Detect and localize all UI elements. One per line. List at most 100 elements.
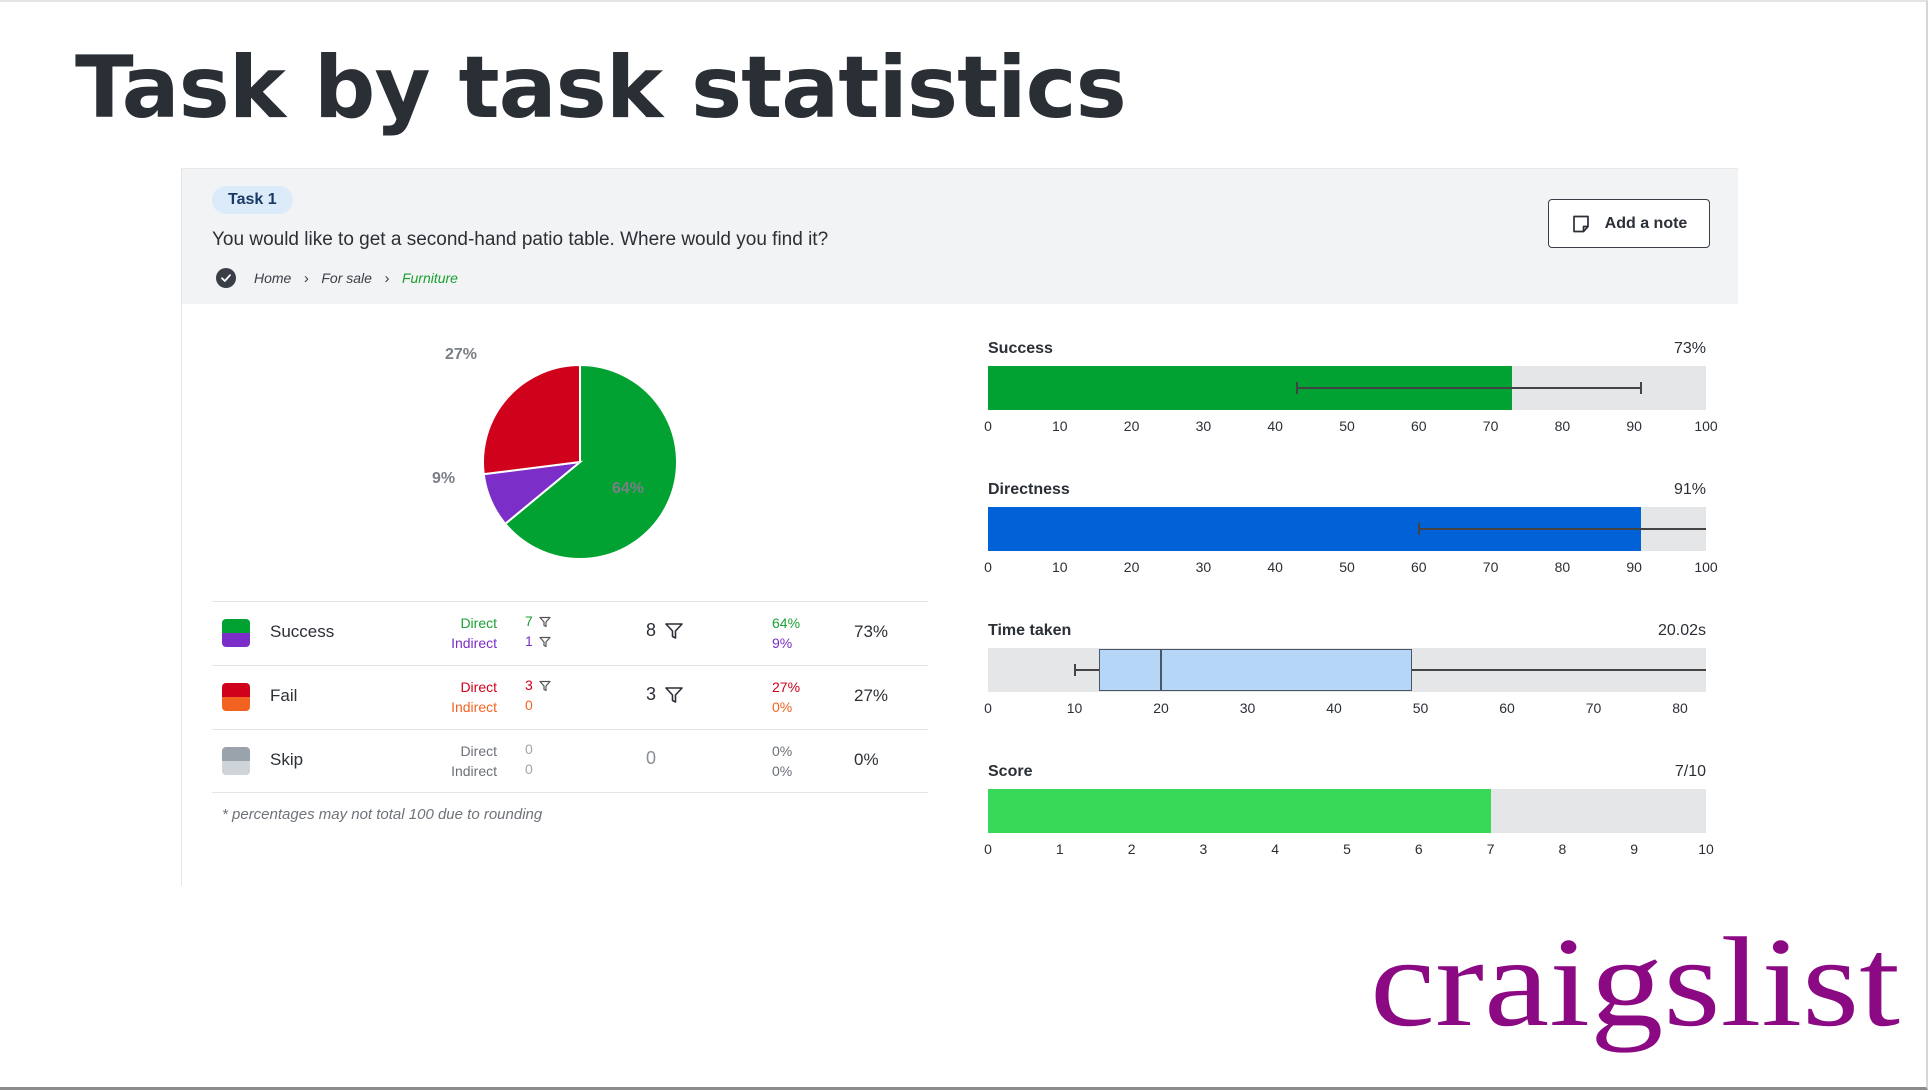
direct-label: Direct bbox=[460, 743, 497, 759]
breadcrumb-item-home: Home bbox=[254, 270, 292, 286]
direct-indirect-labels: Direct Indirect bbox=[397, 613, 497, 653]
axis-tick: 40 bbox=[1267, 418, 1283, 434]
error-cap bbox=[1417, 523, 1420, 535]
total-count: 0 bbox=[646, 748, 656, 769]
score-bar-fill bbox=[988, 789, 1491, 833]
total-value: 8 bbox=[646, 620, 657, 640]
filter-icon[interactable] bbox=[539, 680, 551, 692]
box-plot-median bbox=[1160, 649, 1163, 691]
filter-icon[interactable] bbox=[539, 636, 551, 648]
axis-tick: 30 bbox=[1195, 559, 1212, 575]
axis-tick: 90 bbox=[1626, 559, 1642, 575]
axis-tick: 80 bbox=[1672, 700, 1688, 716]
axis-tick: 0 bbox=[984, 418, 992, 434]
indirect-label: Indirect bbox=[451, 699, 497, 715]
axis-tick: 4 bbox=[1271, 841, 1280, 857]
axis-tick: 60 bbox=[1411, 418, 1427, 434]
pie-label-success-direct: 64% bbox=[612, 480, 645, 497]
skip-swatch bbox=[222, 747, 250, 775]
axis-tick: 80 bbox=[1554, 559, 1571, 575]
axis-tick: 30 bbox=[1239, 700, 1256, 716]
total-value: 0 bbox=[646, 748, 657, 768]
axis-tick: 50 bbox=[1339, 559, 1355, 575]
time-box-plot bbox=[988, 648, 1706, 692]
axis-tick: 10 bbox=[1052, 559, 1068, 575]
metric-title: Score bbox=[988, 763, 1033, 780]
axis-tick: 8 bbox=[1558, 841, 1567, 857]
axis-tick: 80 bbox=[1554, 418, 1571, 434]
error-cap bbox=[1295, 382, 1298, 394]
axis-tick: 70 bbox=[1482, 559, 1499, 575]
direct-indirect-counts: 3 0 bbox=[525, 675, 551, 715]
axis-tick: 40 bbox=[1267, 559, 1283, 575]
score-bar-track bbox=[988, 789, 1706, 833]
task-badge: Task 1 bbox=[212, 186, 293, 214]
table-row-fail: Fail Direct Indirect 3 0 3 27% 0% 27% bbox=[212, 665, 928, 729]
direct-count: 7 bbox=[525, 613, 533, 629]
pie-label-success-indirect: 9% bbox=[432, 470, 456, 487]
axis-tick: 0 bbox=[984, 700, 992, 716]
axis-tick: 40 bbox=[1326, 700, 1342, 716]
directness-error-bar bbox=[1418, 528, 1706, 530]
metric-value: 7/10 bbox=[1674, 763, 1706, 780]
axis-tick: 30 bbox=[1195, 418, 1212, 434]
pie-chart: 64% 9% 27% bbox=[432, 346, 712, 578]
axis-tick: 2 bbox=[1127, 841, 1136, 857]
axis-tick: 1 bbox=[1055, 841, 1064, 857]
add-note-button[interactable]: Add a note bbox=[1548, 199, 1710, 248]
results-table: Success Direct Indirect 7 1 8 64% 9% 73% bbox=[212, 601, 928, 839]
direct-label: Direct bbox=[460, 679, 497, 695]
axis-tick: 70 bbox=[1482, 418, 1499, 434]
direct-count: 3 bbox=[525, 677, 533, 693]
table-row-skip: Skip Direct Indirect 0 0 0 0% 0% 0% bbox=[212, 729, 928, 793]
whisker-cap bbox=[1073, 664, 1076, 676]
axis-tick: 70 bbox=[1585, 700, 1602, 716]
pie-slice-2 bbox=[482, 363, 581, 476]
row-label: Success bbox=[270, 622, 335, 641]
success-bar-track bbox=[988, 366, 1706, 410]
axis-tick: 50 bbox=[1412, 700, 1429, 716]
total-value: 3 bbox=[646, 684, 657, 704]
filter-icon[interactable] bbox=[539, 616, 551, 628]
metric-title: Directness bbox=[988, 481, 1070, 498]
indirect-label: Indirect bbox=[451, 763, 497, 779]
table-row-success: Success Direct Indirect 7 1 8 64% 9% 73% bbox=[212, 601, 928, 665]
indirect-percentage: 0% bbox=[772, 763, 793, 779]
axis-tick: 20 bbox=[1123, 418, 1140, 434]
error-cap bbox=[1640, 382, 1643, 394]
filter-icon[interactable] bbox=[664, 621, 684, 641]
axis-tick: 60 bbox=[1411, 559, 1427, 575]
axis-tick: 50 bbox=[1339, 418, 1355, 434]
indirect-count: 0 bbox=[525, 697, 533, 713]
axis-tick: 20 bbox=[1123, 559, 1140, 575]
axis-tick: 100 bbox=[1694, 418, 1718, 434]
breadcrumb-item-furniture: Furniture bbox=[401, 270, 458, 286]
metric-title: Success bbox=[988, 340, 1053, 357]
direct-indirect-percentages: 64% 9% bbox=[772, 613, 800, 653]
axis-tick: 9 bbox=[1630, 841, 1639, 857]
axis-tick: 90 bbox=[1626, 418, 1642, 434]
axis-tick: 10 bbox=[1052, 418, 1068, 434]
fail-swatch bbox=[222, 683, 250, 711]
task-results-panel: Task 1 You would like to get a second-ha… bbox=[181, 168, 1738, 886]
breadcrumb: Home › For sale › Furniture bbox=[216, 267, 458, 289]
axis-tick: 6 bbox=[1414, 841, 1423, 857]
axis-tick: 10 bbox=[1066, 700, 1083, 716]
axis-tick: 0 bbox=[984, 841, 992, 857]
direct-count: 0 bbox=[525, 741, 533, 757]
row-percentage: 27% bbox=[854, 686, 889, 705]
filter-icon[interactable] bbox=[664, 685, 684, 705]
box-plot-box bbox=[1098, 649, 1412, 691]
axis-tick: 100 bbox=[1694, 559, 1718, 575]
indirect-count: 1 bbox=[525, 633, 533, 649]
breadcrumb-item-for-sale: For sale bbox=[321, 270, 372, 286]
task-header: Task 1 You would like to get a second-ha… bbox=[182, 168, 1738, 304]
chevron-right-icon: › bbox=[303, 269, 309, 287]
indirect-percentage: 9% bbox=[772, 635, 793, 651]
direct-indirect-counts: 0 0 bbox=[525, 739, 533, 779]
axis-tick: 10 bbox=[1698, 841, 1714, 857]
axis-tick: 20 bbox=[1153, 700, 1169, 716]
note-icon bbox=[1572, 215, 1589, 232]
direct-indirect-percentages: 0% 0% bbox=[772, 741, 792, 781]
chevron-right-icon: › bbox=[384, 269, 390, 287]
